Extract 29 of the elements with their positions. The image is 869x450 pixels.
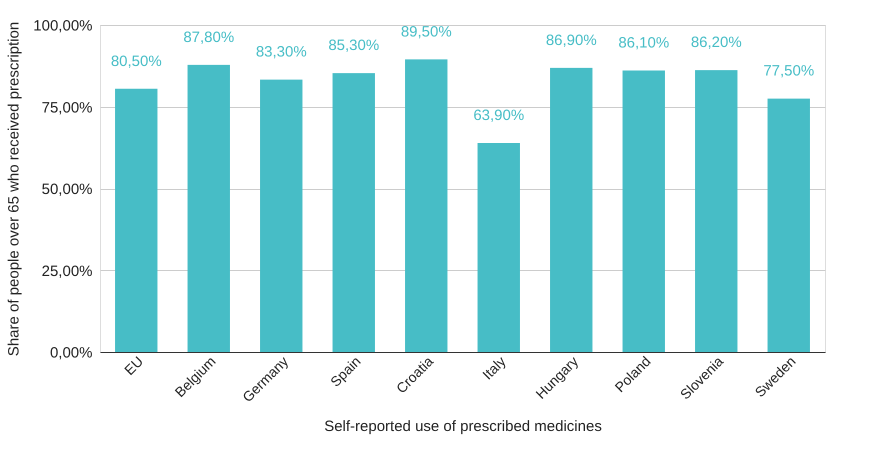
y-tick-label: 25,00%	[42, 262, 92, 280]
bar	[405, 59, 448, 352]
y-tick-label: 0,00%	[50, 344, 92, 362]
data-label: 77,50%	[763, 62, 814, 80]
data-label: 80,50%	[110, 52, 162, 70]
y-tick-label: 75,00%	[42, 99, 92, 116]
bar	[550, 68, 592, 352]
bar	[768, 98, 810, 352]
bar	[115, 88, 158, 352]
x-tick-label: Italy	[479, 353, 509, 383]
bar	[260, 80, 302, 352]
y-axis-title: Share of people over 65 who received prescription	[5, 22, 22, 356]
bar	[695, 70, 738, 352]
y-tick-label: 50,00%	[42, 181, 92, 198]
bar	[332, 73, 375, 352]
x-axis-title: Self-reported use of prescribed medicines	[324, 418, 602, 436]
data-label: 85,30%	[328, 37, 380, 54]
bar	[478, 143, 520, 352]
data-label: 86,10%	[618, 34, 670, 52]
data-label: 83,30%	[256, 44, 307, 61]
data-label: 89,50%	[400, 23, 452, 40]
data-label: 86,20%	[690, 34, 742, 52]
bar	[188, 64, 230, 352]
data-label: 87,80%	[183, 28, 234, 46]
data-label: 86,90%	[546, 32, 597, 49]
data-label: 63,90%	[473, 107, 524, 124]
y-tick-label: 100,00%	[33, 18, 92, 34]
bar	[622, 70, 665, 352]
x-tick-label: EU	[121, 353, 146, 378]
